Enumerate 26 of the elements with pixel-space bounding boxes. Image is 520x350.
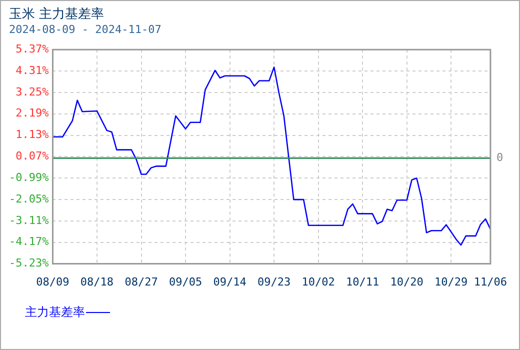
y-tick-label: -4.17% (8, 235, 50, 248)
y-tick-label: 0.07% (16, 150, 50, 163)
y-tick-label: 4.31% (16, 64, 50, 77)
y-tick-label: 2.19% (16, 106, 50, 120)
y-tick-label: -5.23% (8, 256, 50, 270)
x-tick-label: 08/09 (36, 275, 70, 288)
y-tick-label: -3.11% (8, 214, 50, 227)
chart-subtitle: 2024-08-09 - 2024-11-07 (9, 23, 162, 36)
x-tick-label: 10/02 (302, 275, 335, 288)
legend-label: 主力基差率 (25, 304, 85, 321)
chart-title: 玉米 主力基差率 (9, 6, 104, 23)
y-tick-label: -2.05% (8, 192, 50, 206)
x-tick-label: 10/29 (434, 275, 468, 288)
x-tick-label: 08/18 (80, 275, 114, 288)
x-tick-label: 11/06 (474, 275, 508, 288)
x-tick-label: 08/27 (124, 275, 158, 288)
y-tick-label: 1.13% (16, 128, 50, 142)
y-tick-label: 3.25% (16, 85, 50, 98)
x-tick-label: 09/05 (168, 275, 202, 288)
y-tick-label: -0.99% (8, 170, 50, 184)
x-tick-label: 10/20 (390, 275, 424, 288)
ref-line-label: 0 (496, 150, 504, 164)
y-tick-label: 5.37% (16, 42, 50, 56)
x-tick-label: 10/11 (346, 275, 380, 288)
x-tick-label: 09/23 (257, 275, 291, 288)
x-tick-label: 09/14 (213, 275, 247, 288)
